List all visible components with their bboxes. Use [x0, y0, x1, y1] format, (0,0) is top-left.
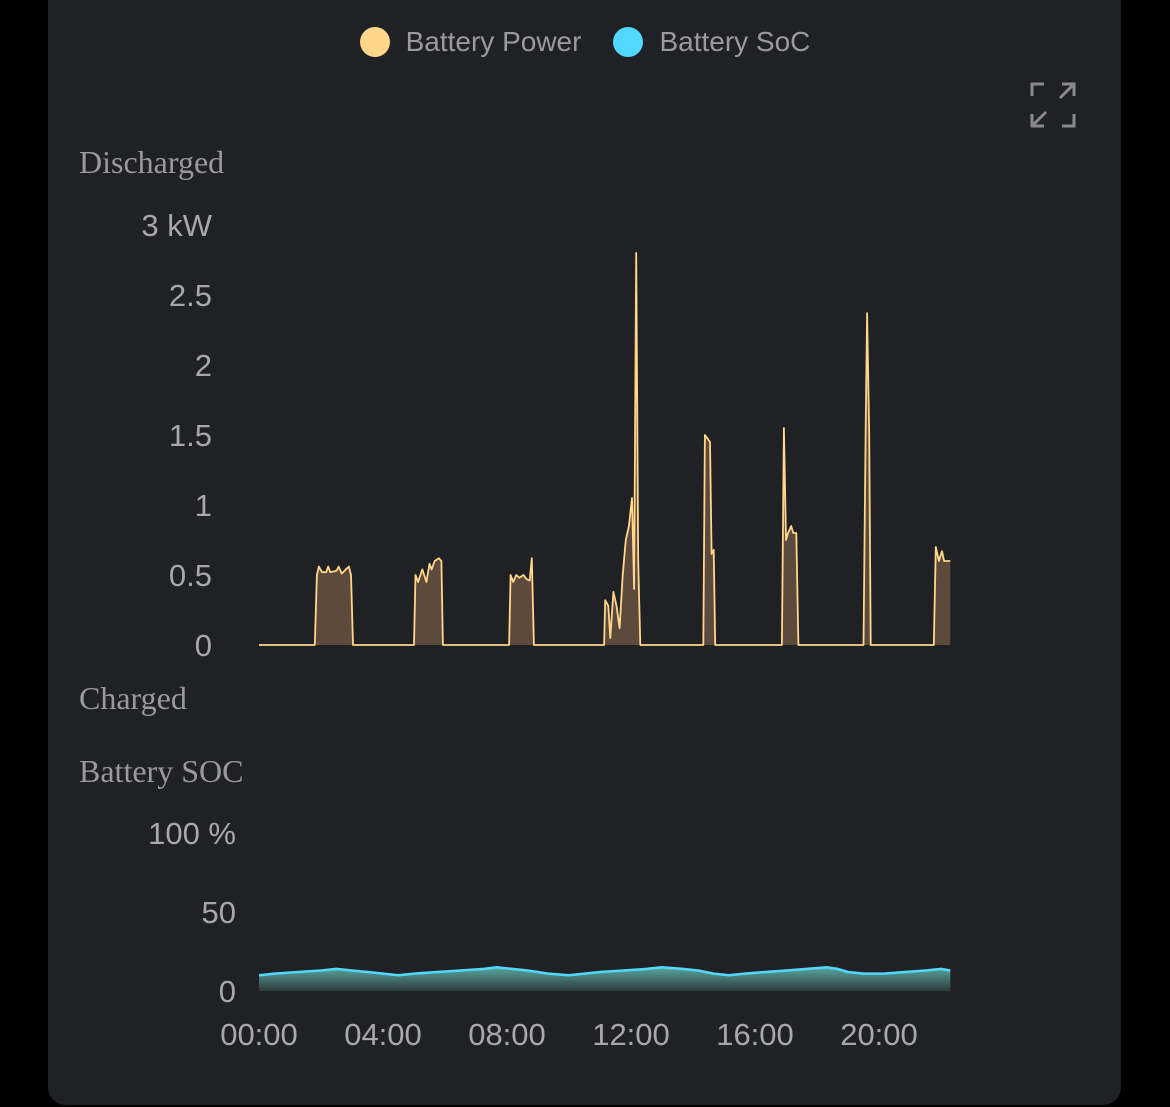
y-tick-label: 0 [195, 628, 212, 663]
charged-label: Charged [79, 680, 187, 716]
discharged-label: Discharged [79, 144, 225, 180]
legend: Battery Power Battery SoC [0, 26, 1170, 58]
y-tick-label: 2.5 [169, 278, 212, 313]
legend-label: Battery Power [405, 26, 582, 57]
x-tick-label: 12:00 [592, 1017, 670, 1052]
x-tick-label: 20:00 [840, 1017, 918, 1052]
y-tick-label: 1.5 [169, 418, 212, 453]
legend-item-battery-soc[interactable]: Battery SoC [613, 26, 810, 58]
x-tick-label: 08:00 [468, 1017, 546, 1052]
x-tick-label: 00:00 [220, 1017, 298, 1052]
x-tick-label: 04:00 [344, 1017, 422, 1052]
y-tick-label: 100 % [148, 816, 236, 851]
y-tick-label: 0 [219, 974, 236, 1009]
power-area [259, 253, 951, 645]
legend-dot-icon [359, 27, 390, 57]
soc-axis-title: Battery SOC [79, 753, 244, 789]
legend-label: Battery SoC [659, 26, 811, 57]
legend-item-battery-power[interactable]: Battery Power [359, 26, 582, 58]
x-tick-label: 16:00 [716, 1017, 794, 1052]
y-tick-label: 3 kW [141, 208, 212, 243]
power-line [259, 252, 951, 646]
y-tick-label: 1 [195, 488, 212, 523]
y-tick-label: 2 [195, 348, 212, 383]
soc-line [258, 966, 951, 977]
y-tick-label: 0.5 [169, 558, 212, 593]
expand-icon[interactable] [1030, 82, 1076, 128]
y-tick-label: 50 [202, 895, 236, 930]
legend-dot-icon [613, 27, 644, 57]
